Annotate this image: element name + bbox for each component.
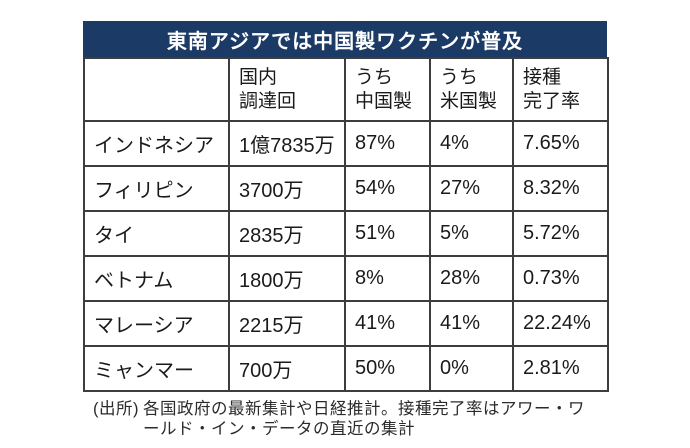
cell-country: フィリピン	[83, 165, 230, 212]
cell-rate: 2.81%	[512, 345, 609, 392]
cell-usa: 0%	[429, 345, 514, 392]
cell-rate: 7.65%	[512, 120, 609, 167]
header-country	[83, 57, 230, 122]
cell-domestic: 2215万	[228, 300, 346, 347]
table-row-myanmar: ミャンマー 700万 50% 0% 2.81%	[83, 345, 609, 392]
table-row-thailand: タイ 2835万 51% 5% 5.72%	[83, 210, 609, 257]
header-china-made: うち 中国製	[344, 57, 431, 122]
cell-usa: 28%	[429, 255, 514, 302]
vaccine-table-graphic: 東南アジアでは中国製ワクチンが普及 国内 調達回 うち 中国製 うち 米国製	[83, 21, 609, 392]
cell-country: ベトナム	[83, 255, 230, 302]
cell-usa: 27%	[429, 165, 514, 212]
table-row-indonesia: インドネシア 1億7835万 87% 4% 7.65%	[83, 120, 609, 167]
cell-rate: 0.73%	[512, 255, 609, 302]
table-row-malaysia: マレーシア 2215万 41% 41% 22.24%	[83, 300, 609, 347]
cell-china: 41%	[344, 300, 431, 347]
source-note-text: 各国政府の最新集計や日経推計。接種完了率はアワー・ワールド・イン・データの直近の…	[143, 400, 585, 439]
cell-domestic: 700万	[228, 345, 346, 392]
cell-rate: 22.24%	[512, 300, 609, 347]
chart-title: 東南アジアでは中国製ワクチンが普及	[83, 21, 607, 57]
cell-china: 54%	[344, 165, 431, 212]
header-usa-made: うち 米国製	[429, 57, 514, 122]
cell-rate: 5.72%	[512, 210, 609, 257]
cell-country: マレーシア	[83, 300, 230, 347]
header-domestic-doses: 国内 調達回	[228, 57, 346, 122]
cell-china: 8%	[344, 255, 431, 302]
cell-china: 87%	[344, 120, 431, 167]
cell-domestic: 1億7835万	[228, 120, 346, 167]
source-note-prefix: (出所)	[93, 400, 139, 418]
cell-usa: 4%	[429, 120, 514, 167]
cell-usa: 41%	[429, 300, 514, 347]
vaccine-table: 国内 調達回 うち 中国製 うち 米国製 接種 完了率 インドネシア	[83, 57, 609, 392]
table-row-vietnam: ベトナム 1800万 8% 28% 0.73%	[83, 255, 609, 302]
header-row: 国内 調達回 うち 中国製 うち 米国製 接種 完了率	[83, 57, 609, 122]
header-completion-rate: 接種 完了率	[512, 57, 609, 122]
cell-domestic: 1800万	[228, 255, 346, 302]
cell-domestic: 2835万	[228, 210, 346, 257]
cell-usa: 5%	[429, 210, 514, 257]
cell-rate: 8.32%	[512, 165, 609, 212]
cell-country: インドネシア	[83, 120, 230, 167]
cell-china: 51%	[344, 210, 431, 257]
table-row-philippines: フィリピン 3700万 54% 27% 8.32%	[83, 165, 609, 212]
cell-domestic: 3700万	[228, 165, 346, 212]
cell-country: ミャンマー	[83, 345, 230, 392]
cell-china: 50%	[344, 345, 431, 392]
cell-country: タイ	[83, 210, 230, 257]
source-note: (出所) 各国政府の最新集計や日経推計。接種完了率はアワー・ワールド・イン・デー…	[93, 399, 593, 439]
